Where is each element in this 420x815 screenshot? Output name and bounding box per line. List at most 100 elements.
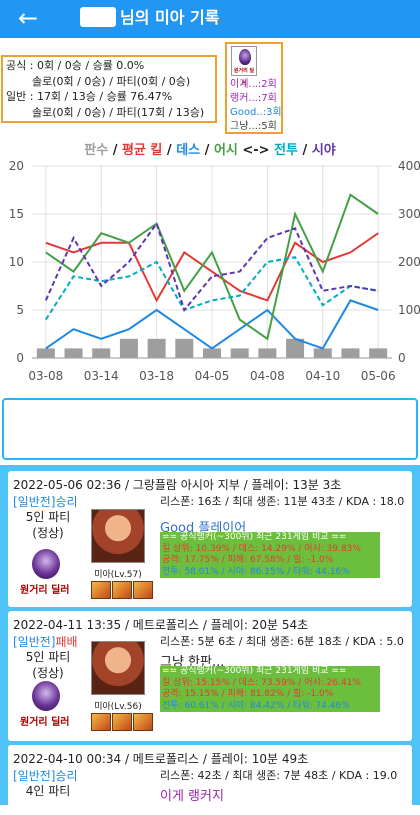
legend-item: 판수	[84, 143, 109, 158]
party-size: 5인 파티	[25, 510, 71, 524]
y-right-tick-label: 200	[398, 255, 420, 269]
bar-판수	[258, 348, 277, 358]
match-list: 2022-05-06 02:36 / 그랑플람 아시아 지부 / 플레이: 13…	[0, 465, 420, 815]
bar-판수	[119, 338, 138, 358]
item-icon	[91, 713, 111, 731]
item-icons	[91, 581, 159, 602]
y-right-tick-label: 0	[398, 351, 406, 365]
party-info: 5인 파티 (정상)	[13, 509, 83, 541]
bar-판수	[230, 348, 249, 358]
mode-label: [일반전]	[13, 769, 56, 783]
item-icons	[91, 713, 159, 734]
champion-level: 미아(Lv.56)	[94, 702, 142, 712]
match-header: 2022-05-06 02:36 / 그랑플람 아시아 지부 / 플레이: 13…	[13, 478, 342, 492]
bar-판수	[175, 338, 194, 358]
item-icon	[133, 581, 153, 599]
x-tick-label: 04-10	[305, 369, 340, 383]
match-kda: 리스폰: 42초 / 최대 생존: 7분 48초 / KDA : 19.0	[160, 769, 398, 782]
x-tick-label: 03-14	[84, 369, 119, 383]
bar-판수	[369, 348, 388, 358]
normal-summary: 일반 : 17회 / 13승 / 승률 76.47%	[6, 90, 173, 103]
official-summary: 공식 : 0회 / 0승 / 승률 0.0%	[6, 59, 145, 72]
gem-icon	[239, 49, 251, 65]
tag-count-4: 그냥...:5회	[230, 121, 277, 132]
bar-판수	[36, 348, 55, 358]
bar-판수	[92, 348, 111, 358]
legend-item: /	[298, 143, 312, 158]
position-summary: 원거리 딜러 이게...:2회 랭커...:7회 Good..:3회 그냥...…	[225, 42, 283, 134]
y-right-tick-label: 400	[398, 159, 420, 173]
party-info: 5인 파티 (정상)	[13, 649, 83, 681]
y-right-tick-label: 100	[398, 303, 420, 317]
legend-item: /	[200, 143, 214, 158]
bar-판수	[313, 348, 332, 358]
player-name-box	[80, 7, 116, 27]
x-tick-label: 05-06	[361, 369, 396, 383]
party-size: 5인 파티	[25, 650, 71, 664]
bar-판수	[147, 338, 166, 358]
legend-item: <->	[237, 143, 275, 158]
item-icon	[112, 581, 132, 599]
champion-portrait	[91, 641, 145, 695]
party-info: 4인 파티	[13, 783, 83, 799]
series-line-데스	[45, 299, 379, 350]
match-card[interactable]: 2022-05-06 02:36 / 그랑플람 아시아 지부 / 플레이: 13…	[8, 471, 412, 607]
comparison-etc: 전투: 60.61% / 시야: 84.42% / 타워: 74.46%	[162, 700, 350, 711]
play-tag: 이게 랭커지	[160, 789, 224, 804]
back-arrow-icon[interactable]: ←	[18, 4, 39, 32]
match-mode: [일반전]패배	[13, 633, 103, 650]
empty-panel	[2, 398, 418, 460]
x-tick-label: 03-08	[28, 369, 63, 383]
match-mode: [일반전]승리	[13, 493, 103, 510]
legend-item: 어시	[213, 143, 238, 158]
legend-item: /	[108, 143, 122, 158]
match-result: 승리	[55, 769, 78, 783]
bar-판수	[64, 348, 83, 358]
tag-count-1: 이게...:2회	[230, 79, 277, 90]
match-kda: 리스폰: 16초 / 최대 생존: 11분 43초 / KDA : 18.0	[160, 495, 405, 508]
item-icon	[112, 713, 132, 731]
x-tick-label: 04-05	[195, 369, 230, 383]
series-line-시야	[44, 221, 379, 313]
comparison-header: == 공식랭커(~300위) 최근 231게임 비교 ==	[162, 666, 347, 676]
y-left-tick-label: 5	[16, 303, 24, 317]
champion-level: 미아(Lv.57)	[94, 570, 142, 580]
mode-label: [일반전]	[13, 495, 56, 509]
app-header: ← 님의 미아 기록	[0, 0, 420, 38]
legend-item: /	[162, 143, 177, 158]
legend-item: 데스	[176, 143, 201, 158]
position-label: 원거리 딜러	[20, 717, 70, 728]
item-icon	[91, 581, 111, 599]
match-result: 패배	[55, 635, 78, 649]
tag-count-3: Good..:3회	[230, 107, 282, 118]
comparison-damage: 공격: 17.75% / 피해: 67.58% / 힐: -1.0%	[162, 555, 334, 565]
party-size: 4인 파티	[25, 784, 71, 798]
official-summary-detail: 솔로(0회 / 0승) / 파티(0회 / 0승)	[32, 74, 191, 88]
y-left-tick-label: 15	[9, 207, 24, 221]
page-title: 님의 미아 기록	[120, 8, 220, 27]
adc-gem-icon	[32, 681, 60, 711]
y-right-tick-label: 300	[398, 207, 420, 221]
bar-판수	[203, 348, 221, 358]
chart-legend: 판수 / 평균 킬 / 데스 / 어시 <-> 전투 / 시야	[0, 139, 420, 158]
comparison-damage: 공격: 15.15% / 피해: 81.82% / 힐: -1.0%	[162, 689, 334, 699]
bar-판수	[341, 348, 360, 358]
party-status: (정상)	[32, 526, 64, 540]
series-line-평균 킬	[45, 232, 379, 303]
match-mode: [일반전]승리	[13, 767, 103, 784]
position-icon-label: 원거리 딜러	[233, 68, 255, 87]
champion-portrait	[91, 509, 145, 563]
match-kda: 리스폰: 5분 6초 / 최대 생존: 6분 18초 / KDA : 5.0	[160, 635, 404, 648]
match-header: 2022-04-10 00:34 / 메트로폴리스 / 플레이: 10분 49초	[13, 752, 309, 766]
legend-item: 전투	[274, 143, 299, 158]
y-left-tick-label: 20	[9, 159, 24, 173]
adc-position-icon: 원거리 딜러	[231, 46, 257, 87]
x-tick-label: 03-18	[139, 369, 174, 383]
match-card[interactable]: 2022-04-11 13:35 / 메트로폴리스 / 플레이: 20분 54초…	[8, 611, 412, 741]
bar-판수	[286, 338, 305, 358]
match-card[interactable]: 2022-04-10 00:34 / 메트로폴리스 / 플레이: 10분 49초…	[8, 745, 412, 815]
match-header: 2022-04-11 13:35 / 메트로폴리스 / 플레이: 20분 54초	[13, 618, 309, 632]
comparison-etc: 전투: 58.01% / 시야: 86.15% / 타워: 44.16%	[162, 566, 350, 577]
mode-label: [일반전]	[13, 635, 56, 649]
